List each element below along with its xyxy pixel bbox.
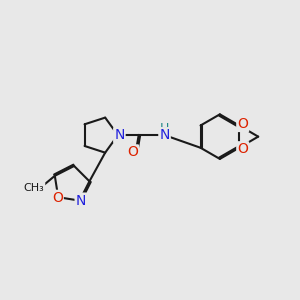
Text: O: O (237, 142, 248, 156)
Text: O: O (237, 117, 248, 131)
Text: CH₃: CH₃ (24, 183, 44, 193)
Text: N: N (114, 128, 124, 142)
Text: N: N (159, 128, 170, 142)
Text: H: H (160, 122, 169, 135)
Text: O: O (127, 146, 138, 159)
Text: N: N (76, 194, 86, 208)
Text: O: O (52, 191, 63, 205)
